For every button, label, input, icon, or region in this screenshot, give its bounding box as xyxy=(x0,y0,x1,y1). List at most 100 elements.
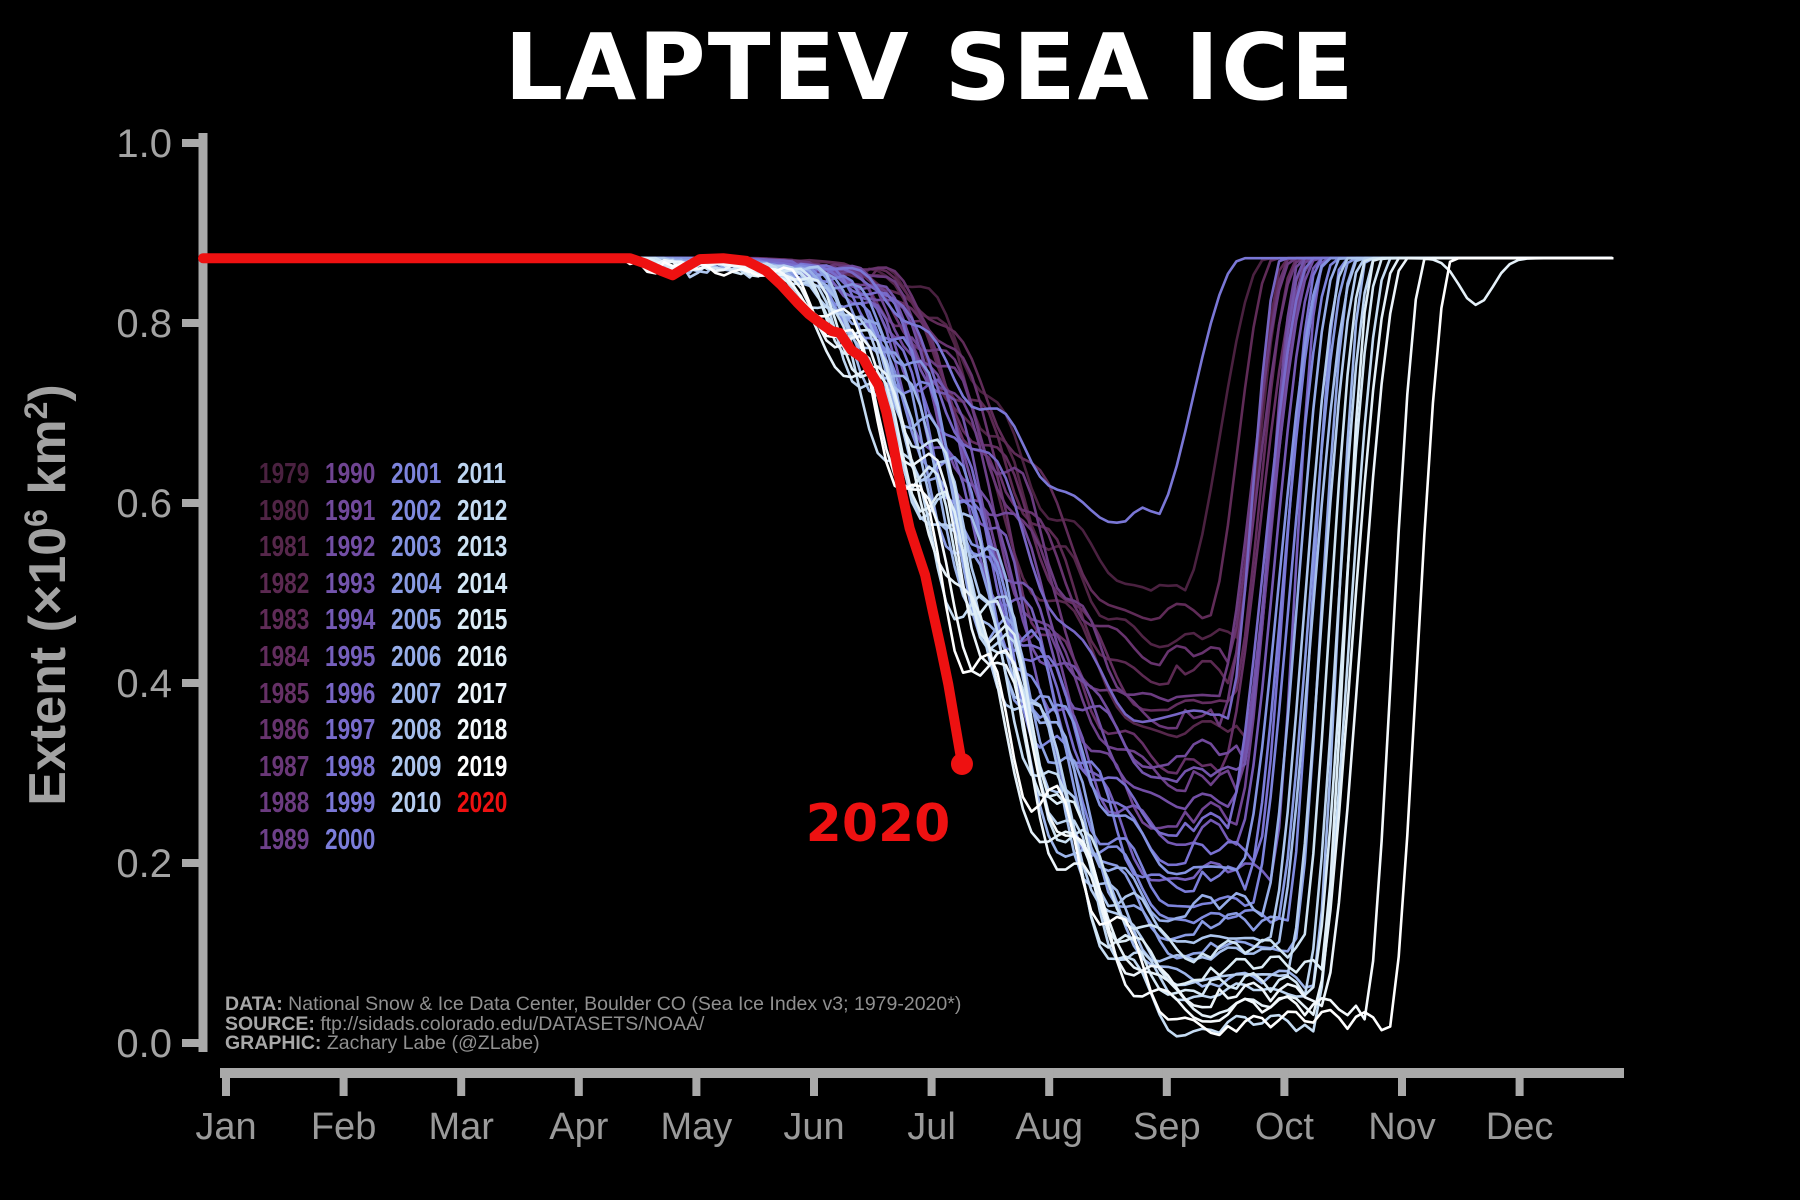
x-tick-label: Sep xyxy=(1133,1106,1201,1148)
y-axis-label-part: km xyxy=(19,419,78,510)
legend-year-2001: 2001 xyxy=(391,458,442,490)
legend-year-1998: 1998 xyxy=(325,750,376,783)
legend-year-1997: 1997 xyxy=(325,714,376,747)
legend-year-1980: 1980 xyxy=(259,494,310,527)
y-tick xyxy=(182,499,199,507)
credit-text: National Snow & Ice Data Center, Boulder… xyxy=(282,993,962,1015)
legend-year-2020: 2020 xyxy=(457,787,508,820)
legend-year-1983: 1983 xyxy=(259,604,310,637)
y-axis-bar xyxy=(198,133,208,1052)
legend-year-1985: 1985 xyxy=(259,677,310,710)
legend-year-2003: 2003 xyxy=(391,531,442,564)
year-legend: 1979 1980 1981 1982 1983 1984 1985 1986 1987 1988… xyxy=(259,456,523,859)
x-tick xyxy=(1162,1068,1171,1096)
credit-label: SOURCE: xyxy=(225,1012,315,1035)
x-tick xyxy=(457,1068,466,1096)
legend-year-1990: 1990 xyxy=(325,458,376,490)
x-tick xyxy=(927,1068,936,1096)
x-tick-label: Mar xyxy=(428,1106,494,1148)
legend-year-2015: 2015 xyxy=(457,604,508,637)
legend-year-2019: 2019 xyxy=(457,750,508,783)
legend-year-1989: 1989 xyxy=(259,823,310,856)
x-tick-label: Aug xyxy=(1015,1106,1083,1148)
y-tick xyxy=(182,679,199,687)
x-tick-label: Oct xyxy=(1255,1106,1315,1148)
legend-year-2007: 2007 xyxy=(391,677,442,710)
line-2020 xyxy=(198,253,967,769)
legend-year-2000: 2000 xyxy=(325,823,376,856)
credit-text: Zachary Labe (@ZLabe) xyxy=(321,1032,540,1055)
x-tick xyxy=(692,1068,701,1096)
x-tick-label: Jun xyxy=(783,1106,844,1148)
credit-line: SOURCE: ftp://sidads.colorado.edu/DATASE… xyxy=(225,1012,961,1035)
min-dot-2020 xyxy=(950,753,973,775)
x-tick xyxy=(810,1068,818,1096)
y-tick-label: 0.2 xyxy=(116,842,172,886)
legend-year-1988: 1988 xyxy=(259,787,310,820)
legend-year-1982: 1982 xyxy=(259,567,310,600)
x-tick-label: Dec xyxy=(1486,1106,1554,1148)
x-tick xyxy=(574,1068,583,1096)
y-tick xyxy=(182,139,199,147)
x-tick-label: Apr xyxy=(549,1106,608,1148)
legend-year-1986: 1986 xyxy=(259,714,310,747)
legend-year-2013: 2013 xyxy=(457,531,508,564)
legend-year-2017: 2017 xyxy=(457,677,508,710)
x-tick xyxy=(339,1068,348,1096)
legend-year-1984: 1984 xyxy=(259,640,310,673)
legend-year-1994: 1994 xyxy=(325,604,376,637)
credit-line: DATA: National Snow & Ice Data Center, B… xyxy=(225,993,962,1015)
x-tick xyxy=(1515,1068,1524,1096)
y-tick-label: 0.6 xyxy=(116,482,172,526)
x-axis-bar xyxy=(220,1068,1624,1078)
legend-year-2009: 2009 xyxy=(391,750,442,783)
legend-year-1993: 1993 xyxy=(325,567,376,600)
credit-line: GRAPHIC: Zachary Labe (@ZLabe) xyxy=(225,1034,961,1054)
y-axis-label-part: ) xyxy=(19,384,78,402)
annotation-2020: 2020 xyxy=(805,794,951,854)
legend-year-1987: 1987 xyxy=(259,750,310,783)
y-tick-label: 0.8 xyxy=(116,302,172,346)
legend-year-1995: 1995 xyxy=(325,640,376,673)
legend-year-2005: 2005 xyxy=(391,604,442,637)
y-tick xyxy=(182,859,199,867)
y-axis-label-part: ×10 xyxy=(19,526,78,616)
x-tick-label: May xyxy=(661,1106,733,1148)
x-tick xyxy=(1280,1068,1289,1096)
legend-year-2004: 2004 xyxy=(391,567,442,600)
y-tick xyxy=(182,1039,199,1047)
y-axis-label-part: 6 xyxy=(17,509,54,527)
legend-year-2002: 2002 xyxy=(391,494,442,527)
legend-year-1991: 1991 xyxy=(325,494,376,527)
page-title: LAPTEV SEA ICE xyxy=(504,14,1356,121)
x-tick-label: Jul xyxy=(907,1106,956,1148)
legend-year-1992: 1992 xyxy=(325,531,376,564)
legend-year-1996: 1996 xyxy=(325,677,376,710)
credit-text: ftp://sidads.colorado.edu/DATASETS/NOAA/ xyxy=(314,1012,705,1035)
legend-year-1999: 1999 xyxy=(325,787,376,820)
credit-label: DATA: xyxy=(225,993,283,1015)
legend-year-2011: 2011 xyxy=(457,458,507,490)
credits-block: DATA: National Snow & Ice Data Center, B… xyxy=(225,993,962,1054)
legend-year-2018: 2018 xyxy=(457,714,508,747)
legend-year-2010: 2010 xyxy=(391,787,442,820)
x-tick-label: Nov xyxy=(1368,1106,1436,1148)
legend-column: 2001 2002 2003 2004 2005 2006 2007 2008 2009 2010 xyxy=(391,456,457,859)
legend-year-2014: 2014 xyxy=(457,567,508,600)
y-axis-label-part: Extent ( xyxy=(19,615,78,806)
legend-year-2012: 2012 xyxy=(457,494,508,527)
legend-year-1981: 1981 xyxy=(259,531,310,564)
x-tick-label: Jan xyxy=(195,1106,256,1148)
x-tick xyxy=(222,1068,230,1096)
legend-column: 1990 1991 1992 1993 1994 1995 1996 1997 1998 1999… xyxy=(325,456,391,859)
y-tick-label: 1.0 xyxy=(116,122,172,166)
y-tick xyxy=(182,319,199,327)
legend-year-2016: 2016 xyxy=(457,640,508,673)
legend-year-2008: 2008 xyxy=(391,714,442,747)
y-axis-label-part: 2 xyxy=(17,401,54,420)
legend-column: 2011 2012 2013 2014 2015 2016 2017 2018 2019 2020 xyxy=(457,456,523,859)
legend-column: 1979 1980 1981 1982 1983 1984 1985 1986 1987 1988… xyxy=(259,456,325,859)
x-tick xyxy=(1398,1068,1406,1096)
